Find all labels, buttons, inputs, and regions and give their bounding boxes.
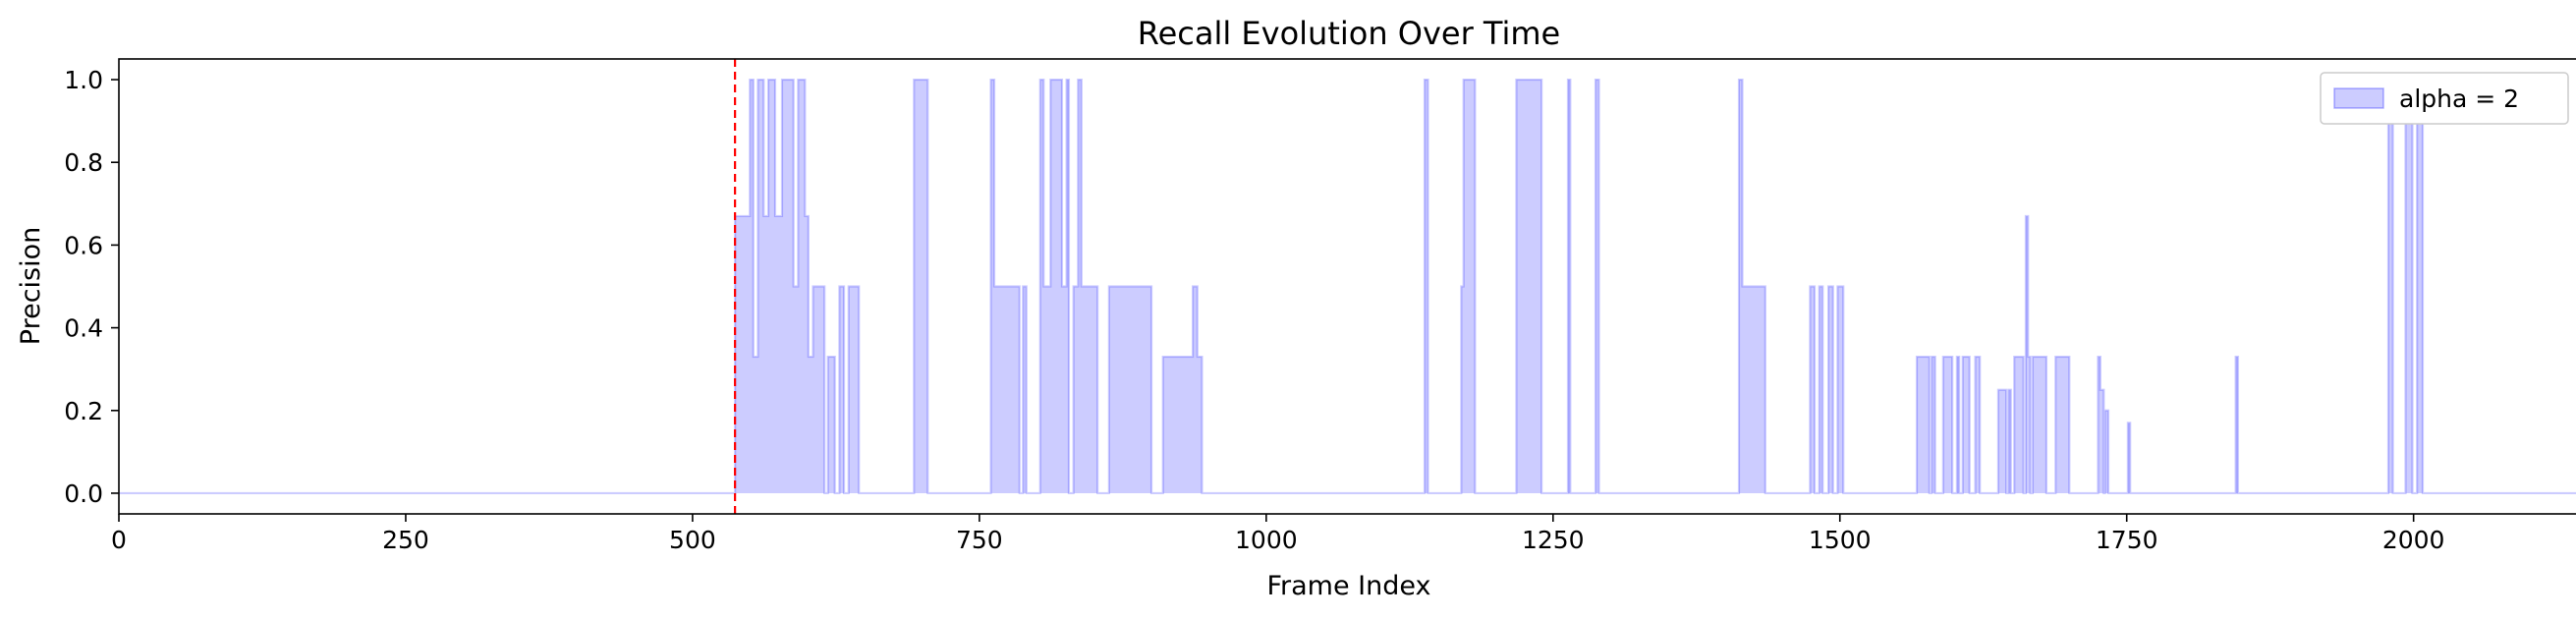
x-axis-label: Frame Index [1266, 571, 1430, 601]
series-area-0 [119, 80, 2576, 493]
legend-swatch [2333, 87, 2384, 109]
legend: alpha = 2 [2320, 72, 2569, 125]
x-tick-label: 250 [382, 526, 429, 554]
y-tick-label: 0.0 [64, 479, 103, 508]
x-tick-label: 1000 [1235, 526, 1298, 554]
x-tick-label: 1250 [1522, 526, 1585, 554]
x-tick-label: 750 [956, 526, 1003, 554]
x-tick-label: 1750 [2096, 526, 2158, 554]
y-tick-label: 0.6 [64, 231, 103, 259]
y-tick-label: 0.2 [64, 397, 103, 425]
plot-frame [118, 58, 2576, 515]
chart-title: Recall Evolution Over Time [1138, 15, 1560, 52]
legend-label: alpha = 2 [2399, 85, 2519, 113]
axis-ticks: 0 250 500 750 1000 1250 1500 1750 2000 0.0 0.2 0.4 0… [64, 66, 2444, 554]
x-tick-label: 0 [111, 526, 127, 554]
y-tick-label: 0.8 [64, 148, 103, 177]
legend-box [2320, 72, 2569, 125]
plot-area [119, 59, 2576, 514]
y-axis-label: Precision [16, 227, 46, 345]
series-line-0 [119, 78, 2576, 495]
x-tick-label: 500 [669, 526, 716, 554]
x-tick-label: 2000 [2382, 526, 2445, 554]
y-tick-label: 1.0 [64, 66, 103, 94]
y-tick-label: 0.4 [64, 314, 103, 343]
x-tick-label: 1500 [1809, 526, 1872, 554]
